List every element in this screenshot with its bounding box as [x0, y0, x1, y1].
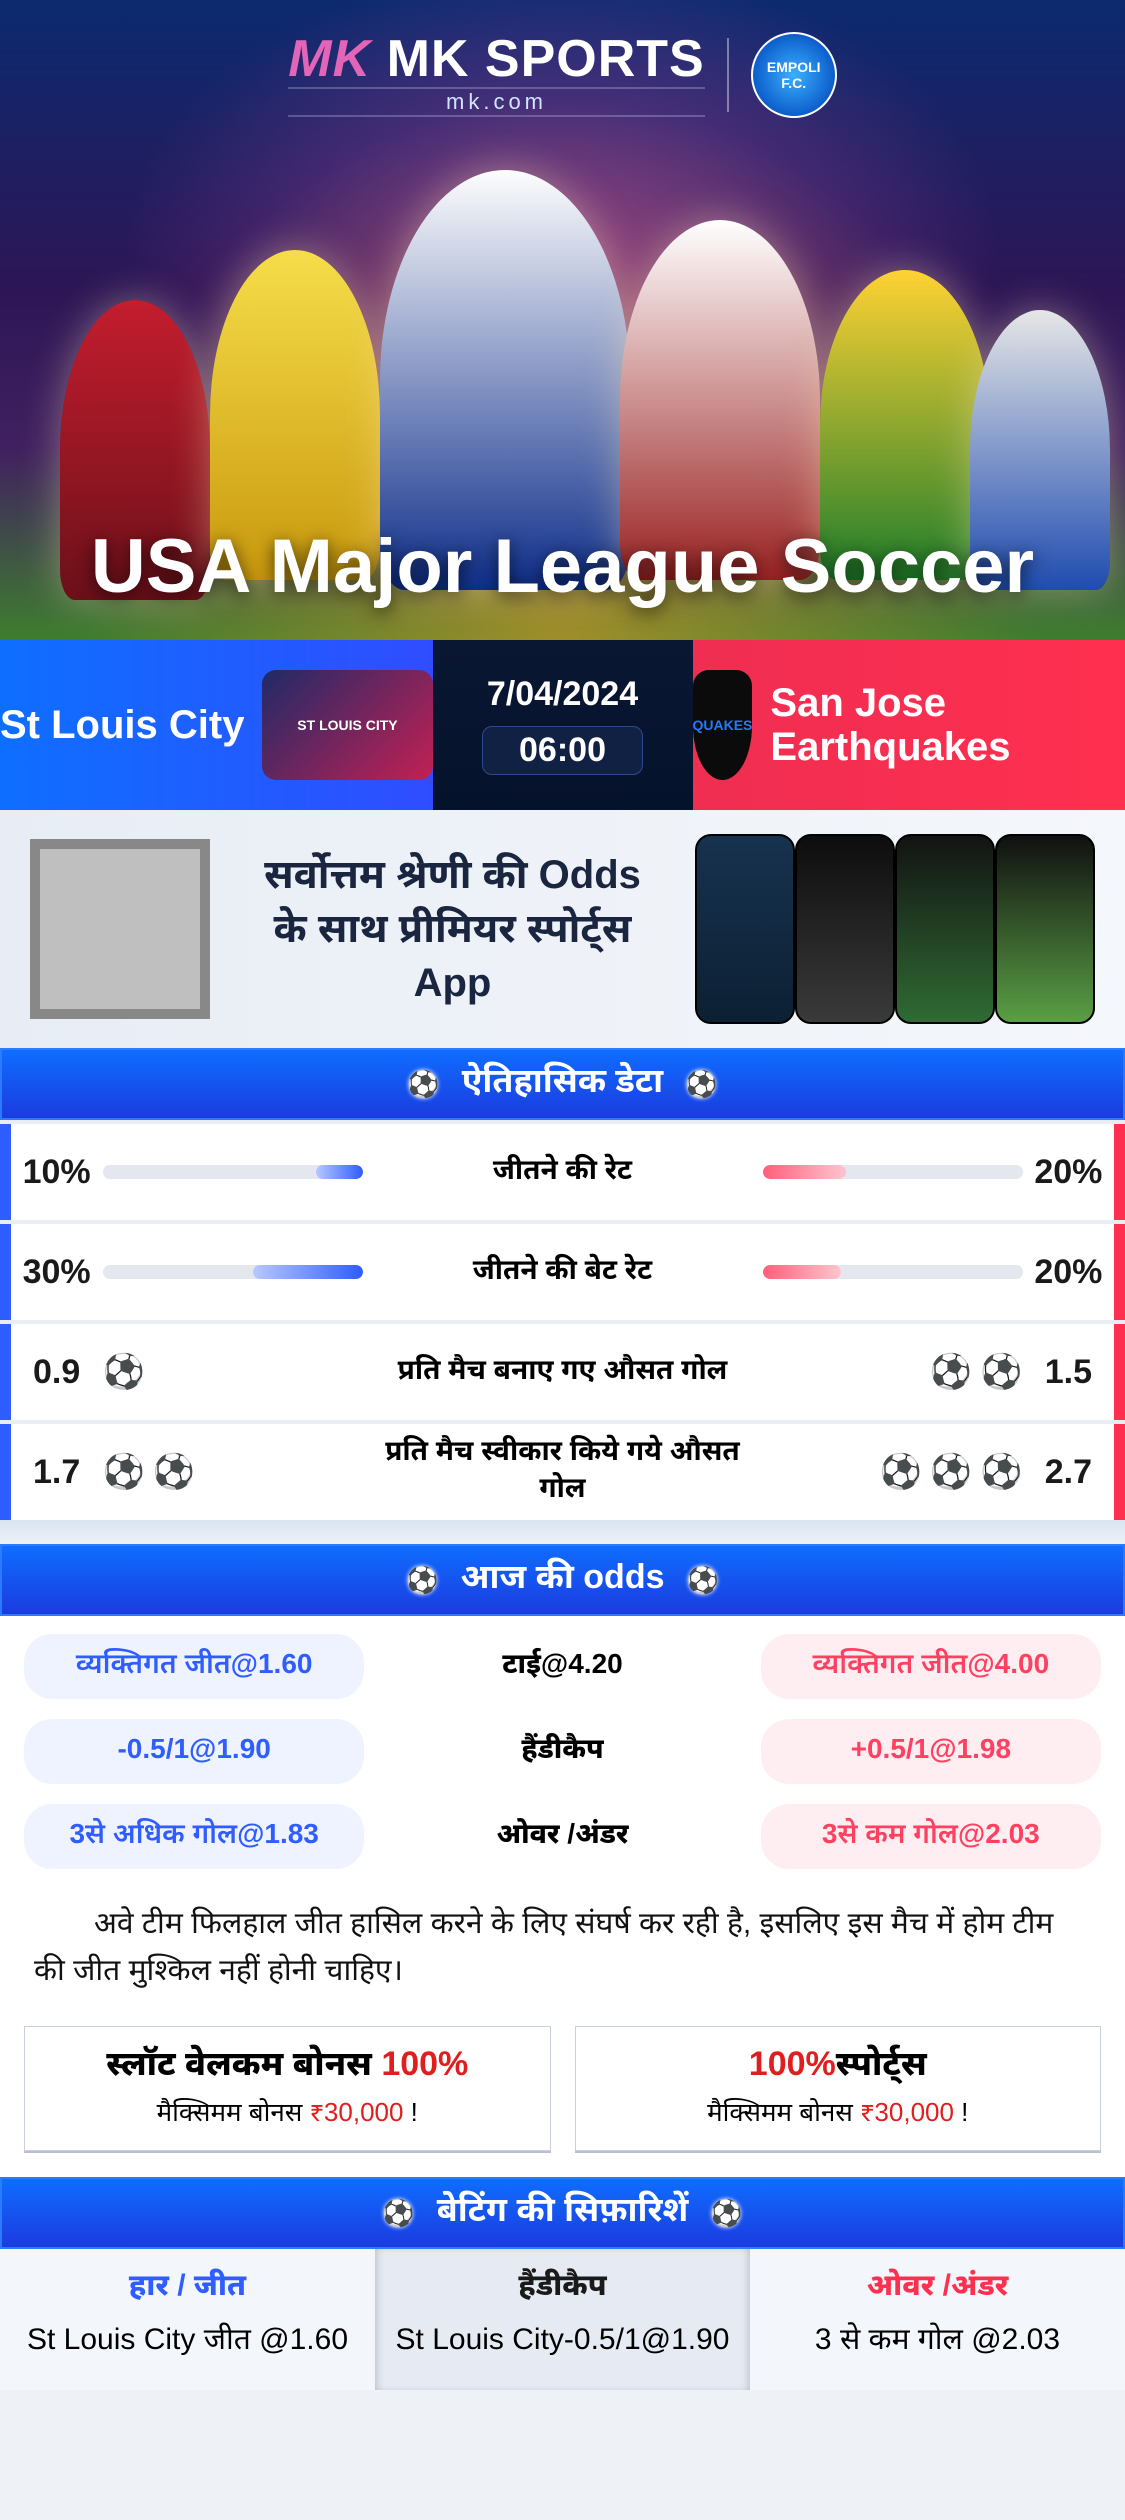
soccer-ball-icon: ⚽ — [382, 2198, 414, 2229]
stat-home-value: 30% — [11, 1253, 103, 1292]
hero-banner: MK MK SPORTS mk.com EMPOLI F.C. USA Majo… — [0, 0, 1125, 640]
odds-panel: व्यक्तिगत जीत@1.60 टाई@4.20 व्यक्तिगत जीत@… — [0, 1616, 1125, 1879]
odds-chip-home[interactable]: 3से अधिक गोल@1.83 — [24, 1804, 364, 1869]
stat-row: 0.9 ⚽ प्रति मैच बनाए गए औसत गोल ⚽⚽ 1.5 — [0, 1320, 1125, 1420]
section-title-odds: आज की odds — [460, 1558, 664, 1602]
app-promo[interactable]: सर्वोत्तम श्रेणी की Odds के साथ प्रीमियर… — [0, 810, 1125, 1048]
promo-line-2: के साथ प्रीमियर स्पोर्ट्स App — [234, 902, 671, 1010]
odds-chip-away[interactable]: व्यक्तिगत जीत@4.00 — [761, 1634, 1101, 1699]
stat-label: जीतने की बेट रेट — [383, 1254, 743, 1291]
soccer-ball-icon: ⚽ — [103, 1452, 145, 1492]
section-title-historical: ऐतिहासिक डेटा — [462, 1062, 663, 1106]
stat-row: 10% जीतने की रेट 20% — [0, 1120, 1125, 1220]
stat-home-value: 0.9 — [11, 1353, 103, 1392]
match-time: 06:00 — [482, 726, 643, 775]
soccer-ball-icon: ⚽ — [103, 1352, 145, 1392]
bonus-card[interactable]: स्लॉट वेलकम बोनस 100% मैक्सिमम बोनस ₹30,… — [24, 2026, 551, 2151]
soccer-ball-icon: ⚽ — [879, 1452, 921, 1492]
hero-players-collage — [0, 130, 1125, 510]
reco-heading: ओवर /अंडर — [758, 2269, 1117, 2308]
odds-market-label: हैंडीकैप — [392, 1719, 732, 1784]
soccer-ball-icon: ⚽ — [406, 1565, 438, 1596]
reco-card[interactable]: हार / जीत St Louis City जीत @1.60 — [0, 2249, 375, 2390]
stat-label: जीतने की रेट — [383, 1154, 743, 1191]
brand-name: MK SPORTS — [387, 30, 705, 88]
reco-body: St Louis City जीत @1.60 — [8, 2318, 367, 2362]
match-tip-text: अवे टीम फिलहाल जीत हासिल करने के लिए संघ… — [0, 1879, 1125, 2026]
odds-market-label: टाई@4.20 — [392, 1634, 732, 1699]
stat-away-value: 2.7 — [1023, 1453, 1115, 1492]
soccer-ball-icon: ⚽ — [407, 1069, 439, 1100]
league-title: USA Major League Soccer — [0, 523, 1125, 610]
stat-label: प्रति मैच बनाए गए औसत गोल — [383, 1354, 743, 1391]
reco-body: St Louis City-0.5/1@1.90 — [383, 2318, 742, 2362]
reco-card[interactable]: हैंडीकैप St Louis City-0.5/1@1.90 — [375, 2249, 750, 2390]
bonus-cards: स्लॉट वेलकम बोनस 100% मैक्सिमम बोनस ₹30,… — [0, 2026, 1125, 2177]
soccer-ball-icon: ⚽ — [980, 1452, 1022, 1492]
match-date: 7/04/2024 — [487, 675, 638, 714]
soccer-ball-icon: ⚽ — [930, 1452, 972, 1492]
recommendation-cards: हार / जीत St Louis City जीत @1.60हैंडीकै… — [0, 2249, 1125, 2390]
match-bar: St Louis City ST LOUIS CITY 7/04/2024 06… — [0, 640, 1125, 810]
reco-heading: हार / जीत — [8, 2269, 367, 2308]
brand-domain: mk.com — [288, 87, 704, 117]
soccer-ball-icon: ⚽ — [930, 1352, 972, 1392]
odds-chip-home[interactable]: -0.5/1@1.90 — [24, 1719, 364, 1784]
stat-row: 30% जीतने की बेट रेट 20% — [0, 1220, 1125, 1320]
away-team-name: San Jose Earthquakes — [770, 681, 1125, 769]
qr-code-placeholder[interactable] — [30, 839, 210, 1019]
reco-body: 3 से कम गोल @2.03 — [758, 2318, 1117, 2362]
soccer-ball-icon: ⚽ — [153, 1452, 195, 1492]
home-team-badge: ST LOUIS CITY — [262, 670, 432, 780]
stat-label: प्रति मैच स्वीकार किये गये औसत गोल — [369, 1435, 756, 1509]
home-team-side[interactable]: St Louis City ST LOUIS CITY — [0, 640, 433, 810]
historical-stats: 10% जीतने की रेट 20% 30% जीतने की बेट रे… — [0, 1120, 1125, 1520]
home-team-name: St Louis City — [0, 703, 244, 747]
bonus-card[interactable]: 100%स्पोर्ट्स मैक्सिमम बोनस ₹30,000 ! — [575, 2026, 1102, 2151]
odds-chip-away[interactable]: 3से कम गोल@2.03 — [761, 1804, 1101, 1869]
match-datetime: 7/04/2024 06:00 — [433, 640, 693, 810]
promo-text: सर्वोत्तम श्रेणी की Odds के साथ प्रीमियर… — [234, 848, 671, 1010]
stat-away-value: 20% — [1023, 1153, 1115, 1192]
stat-home-value: 10% — [11, 1153, 103, 1192]
soccer-ball-icon: ⚽ — [710, 2198, 742, 2229]
reco-card[interactable]: ओवर /अंडर 3 से कम गोल @2.03 — [750, 2249, 1125, 2390]
stat-home-value: 1.7 — [11, 1453, 103, 1492]
brand-logo: MK MK SPORTS mk.com — [288, 33, 704, 117]
reco-heading: हैंडीकैप — [383, 2269, 742, 2308]
app-phone-mockups — [695, 834, 1095, 1024]
promo-line-1: सर्वोत्तम श्रेणी की Odds — [234, 848, 671, 902]
section-header-odds: ⚽ आज की odds ⚽ — [0, 1544, 1125, 1616]
odds-market-label: ओवर /अंडर — [392, 1804, 732, 1869]
away-team-badge: QUAKES — [693, 670, 753, 780]
section-header-historical: ⚽ ऐतिहासिक डेटा ⚽ — [0, 1048, 1125, 1120]
hero-divider — [727, 38, 729, 112]
odds-chip-home[interactable]: व्यक्तिगत जीत@1.60 — [24, 1634, 364, 1699]
soccer-ball-icon: ⚽ — [687, 1565, 719, 1596]
odds-chip-away[interactable]: +0.5/1@1.98 — [761, 1719, 1101, 1784]
soccer-ball-icon: ⚽ — [980, 1352, 1022, 1392]
stat-away-value: 1.5 — [1023, 1353, 1115, 1392]
partner-club-logo: EMPOLI F.C. — [751, 32, 837, 118]
away-team-side[interactable]: QUAKES San Jose Earthquakes — [693, 640, 1125, 810]
stat-row: 1.7 ⚽⚽ प्रति मैच स्वीकार किये गये औसत गो… — [0, 1420, 1125, 1520]
stat-away-value: 20% — [1023, 1253, 1115, 1292]
soccer-ball-icon: ⚽ — [685, 1069, 717, 1100]
section-title-reco: बेटिंग की सिफ़ारिशें — [437, 2191, 689, 2235]
section-header-reco: ⚽ बेटिंग की सिफ़ारिशें ⚽ — [0, 2177, 1125, 2249]
